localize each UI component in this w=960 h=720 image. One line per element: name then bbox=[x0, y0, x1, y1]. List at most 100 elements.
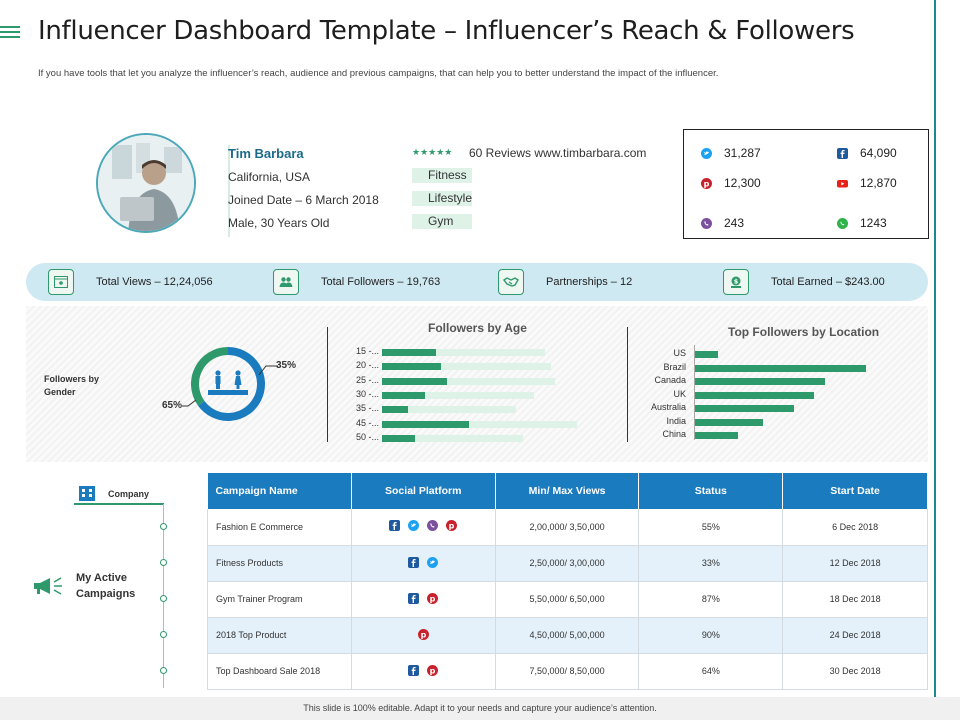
age-tick-label: 15 -... bbox=[355, 346, 379, 356]
start-date-cell: 24 Dec 2018 bbox=[782, 617, 928, 654]
viber-count: 243 bbox=[724, 216, 745, 230]
tag-fitness: Fitness bbox=[412, 168, 472, 183]
rating-stars: ★★★★★ bbox=[412, 147, 453, 157]
page-title: Influencer Dashboard Template – Influenc… bbox=[38, 16, 855, 46]
social-platform-cell: p bbox=[351, 617, 496, 654]
donut-slice-female bbox=[191, 347, 229, 406]
gender-label-line1: Followers by bbox=[44, 374, 100, 384]
twitter-icon bbox=[408, 520, 420, 532]
status-cell: 87% bbox=[638, 581, 784, 618]
company-underline bbox=[74, 503, 164, 505]
location-chart-axis bbox=[694, 345, 695, 440]
location-tick-label: Canada bbox=[654, 375, 686, 385]
kpi-total-views-text: Total Views – 12,24,056 bbox=[96, 276, 213, 288]
views-cell: 5,50,000/ 6,50,000 bbox=[495, 581, 640, 618]
campaigns-table: Campaign Name Social Platform Min/ Max V… bbox=[207, 473, 928, 690]
users-icon bbox=[273, 269, 299, 295]
facebook-count: 64,090 bbox=[860, 146, 897, 160]
location-tick-label: China bbox=[662, 429, 686, 439]
facebook-icon bbox=[408, 592, 420, 604]
age-tick-label: 30 -... bbox=[355, 388, 379, 399]
age-bar bbox=[382, 434, 415, 442]
influencer-joined-date: Joined Date – 6 March 2018 bbox=[228, 193, 379, 207]
age-bar-background bbox=[382, 363, 551, 371]
location-tick-label: Australia bbox=[650, 402, 686, 412]
campaign-node bbox=[160, 667, 167, 674]
kpi-partnerships-text: Partnerships – 12 bbox=[546, 276, 633, 288]
location-bar bbox=[695, 432, 739, 439]
pinterest-count: 12,300 bbox=[724, 176, 761, 190]
age-bar bbox=[382, 363, 441, 371]
location-chart-title: Top Followers by Location bbox=[728, 325, 880, 339]
active-campaigns-label: My Active Campaigns bbox=[76, 570, 135, 602]
table-row: Fashion E Commerce p 2,00,000/ 3,50,000 55%… bbox=[207, 509, 928, 546]
kpi-total-views: Total Views – 12,24,056 bbox=[48, 269, 213, 295]
location-bar bbox=[695, 351, 719, 358]
views-cell: 4,50,000/ 5,00,000 bbox=[495, 617, 640, 654]
campaign-name-cell: 2018 Top Product bbox=[207, 617, 352, 654]
pinterest-icon: p bbox=[446, 520, 458, 532]
campaign-name-cell: Top Dashboard Sale 2018 bbox=[207, 653, 352, 690]
viber-stat: 243 bbox=[701, 216, 744, 230]
facebook-icon bbox=[837, 147, 848, 159]
age-bar bbox=[382, 406, 408, 414]
tag-lifestyle: Lifestyle bbox=[412, 191, 472, 206]
table-row: Top Dashboard Sale 2018 p 7,50,000/ 8,50,0… bbox=[207, 653, 928, 690]
age-chart-title: Followers by Age bbox=[428, 321, 527, 335]
footer-note: This slide is 100% editable. Adapt it to… bbox=[0, 697, 960, 720]
age-chart-axis bbox=[327, 327, 328, 442]
campaign-name-cell: Fashion E Commerce bbox=[207, 509, 352, 546]
status-cell: 90% bbox=[638, 617, 784, 654]
age-tick-label: 45 -... bbox=[355, 417, 379, 428]
facebook-stat: 64,090 bbox=[837, 146, 897, 160]
location-bar bbox=[695, 405, 794, 412]
whatsapp-stat: 1243 bbox=[837, 216, 887, 230]
twitter-icon bbox=[427, 556, 439, 568]
views-cell: 2,00,000/ 3,50,000 bbox=[495, 509, 640, 546]
location-chart-divider bbox=[627, 327, 628, 442]
kpi-bar bbox=[26, 263, 928, 301]
active-campaigns-line2: Campaigns bbox=[76, 588, 136, 600]
right-border-rule bbox=[934, 0, 936, 720]
age-bar bbox=[382, 391, 426, 399]
start-date-cell: 18 Dec 2018 bbox=[782, 581, 928, 618]
donut-slice-male bbox=[198, 347, 265, 421]
age-bar bbox=[382, 420, 469, 428]
female-callout-line bbox=[258, 365, 278, 376]
gender-chart-label: Followers by Gender bbox=[44, 373, 99, 399]
status-cell: 64% bbox=[638, 653, 784, 690]
youtube-stat: 12,870 bbox=[837, 176, 897, 190]
age-bar-background bbox=[382, 391, 534, 399]
social-platform-cell bbox=[351, 545, 496, 582]
browser-icon bbox=[48, 269, 74, 295]
location-tick-label: US bbox=[673, 348, 686, 358]
page-subtitle: If you have tools that let you analyze t… bbox=[38, 68, 719, 79]
svg-text:p: p bbox=[430, 594, 436, 603]
kpi-total-earned: $ Total Earned – $243.00 bbox=[723, 269, 885, 295]
svg-text:$: $ bbox=[734, 277, 739, 285]
views-cell: 2,50,000/ 3,00,000 bbox=[495, 545, 640, 582]
pinterest-icon: p bbox=[427, 592, 439, 604]
campaign-node bbox=[160, 523, 167, 530]
svg-text:p: p bbox=[420, 630, 426, 639]
age-bar bbox=[382, 349, 437, 356]
start-date-cell: 6 Dec 2018 bbox=[782, 509, 928, 546]
twitter-stat: 31,287 bbox=[701, 146, 761, 160]
age-bar-background bbox=[382, 434, 523, 442]
gender-figures-icon bbox=[208, 370, 248, 395]
location-bar bbox=[695, 364, 866, 372]
status-cell: 55% bbox=[638, 509, 784, 546]
location-bar bbox=[695, 418, 764, 426]
age-tick-label: 50 -... bbox=[355, 431, 379, 442]
social-platform-cell: p bbox=[351, 509, 496, 546]
table-header-row: Campaign Name Social Platform Min/ Max V… bbox=[207, 473, 928, 509]
svg-text:p: p bbox=[430, 666, 436, 675]
col-start-date: Start Date bbox=[782, 473, 928, 509]
location-tick-label: Brazil bbox=[663, 361, 686, 372]
campaign-node bbox=[160, 631, 167, 638]
pinterest-icon: p bbox=[701, 177, 712, 189]
table-row: 2018 Top Product p 4,50,000/ 5,00,000 90% 24… bbox=[207, 617, 928, 654]
social-stats-box bbox=[683, 129, 929, 239]
age-tick-label: 20 -... bbox=[355, 360, 379, 371]
kpi-partnerships: Partnerships – 12 bbox=[498, 269, 632, 295]
